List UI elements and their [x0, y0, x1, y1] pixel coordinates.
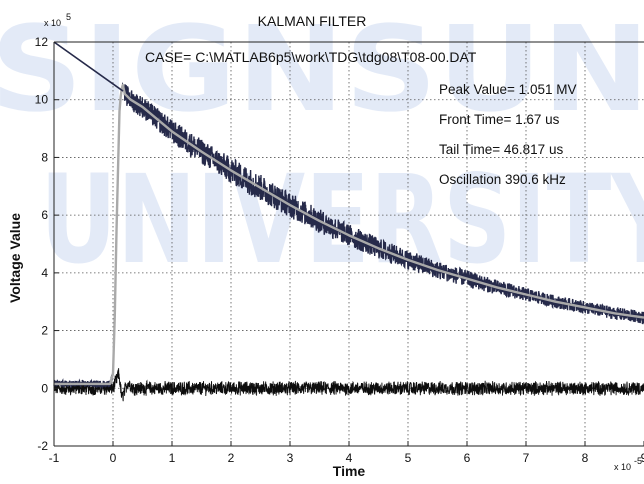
y-axis-label: Voltage Value	[7, 213, 23, 303]
case-label: CASE= C:\MATLAB6p5\work\TDG\tdg08\T08-00…	[145, 49, 477, 65]
y-tick-label: 8	[41, 150, 48, 164]
series-oscillation	[53, 368, 644, 402]
annotation-peak-value: Peak Value= 1.051 MV	[439, 82, 576, 97]
x-tick-label: -1	[49, 451, 60, 465]
y-multiplier-base: x 10	[44, 18, 61, 28]
y-tick-label: 6	[41, 208, 48, 222]
series-tail-fit	[53, 41, 124, 92]
x-tick-label: 1	[169, 451, 176, 465]
y-tick-label: 4	[41, 266, 48, 280]
watermark: SIGNSUN UNIVERSITY	[0, 0, 644, 291]
x-multiplier-base: x 10	[614, 462, 631, 472]
y-axis-multiplier: x 10 5	[44, 12, 71, 28]
x-axis-label: Time	[333, 463, 366, 479]
annotation-tail-time: Tail Time= 46.817 us	[439, 142, 563, 157]
x-tick-label: 5	[405, 451, 412, 465]
annotations: Peak Value= 1.051 MV Front Time= 1.67 us…	[439, 82, 576, 187]
x-tick-label: 8	[582, 451, 589, 465]
x-tick-label: 3	[287, 451, 294, 465]
y-multiplier-power: 5	[66, 12, 71, 22]
x-tick-label: 9	[641, 451, 644, 465]
y-tick-label: 10	[35, 93, 49, 107]
annotation-oscillation: Oscillation 390.6 kHz	[439, 172, 566, 187]
x-axis-multiplier: x 10 -5	[614, 456, 642, 472]
x-tick-label: 6	[464, 451, 471, 465]
x-multiplier-power: -5	[634, 456, 642, 466]
axes	[53, 41, 644, 447]
y-tick-label: 2	[41, 324, 48, 338]
y-tick-label: 12	[35, 35, 49, 49]
watermark-line-1: SIGNSUN	[0, 0, 644, 138]
x-tick-label: 2	[228, 451, 235, 465]
chart-title: KALMAN FILTER	[258, 13, 367, 29]
y-tick-label: 0	[41, 381, 48, 395]
plot-series	[53, 41, 644, 402]
series-filtered	[54, 83, 644, 386]
x-tick-label: 4	[346, 451, 353, 465]
watermark-line-2: UNIVERSITY	[40, 149, 644, 291]
grid	[54, 42, 644, 446]
y-tick-label: -2	[37, 439, 48, 453]
x-tick-label: 0	[110, 451, 117, 465]
annotation-front-time: Front Time= 1.67 us	[439, 112, 560, 127]
x-tick-label: 7	[523, 451, 530, 465]
